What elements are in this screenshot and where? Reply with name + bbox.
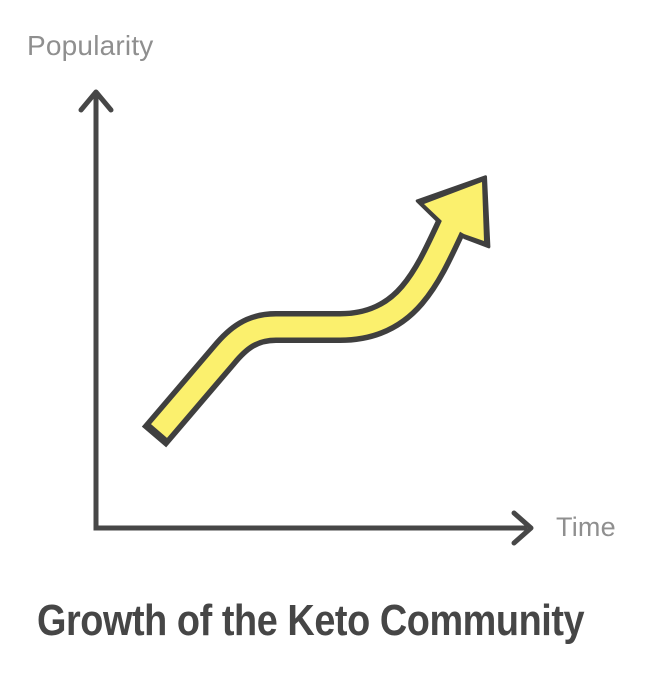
x-axis-label: Time — [556, 512, 616, 542]
y-axis-label: Popularity — [27, 30, 154, 61]
x-axis-arrowhead-icon — [511, 510, 534, 546]
axes-lines — [93, 93, 527, 531]
growth-arrow-shaft — [151, 219, 462, 438]
y-axis-arrowhead-icon — [78, 89, 114, 113]
chart-title: Growth of the Keto Community — [37, 596, 585, 645]
growth-arrow-head — [424, 182, 484, 241]
